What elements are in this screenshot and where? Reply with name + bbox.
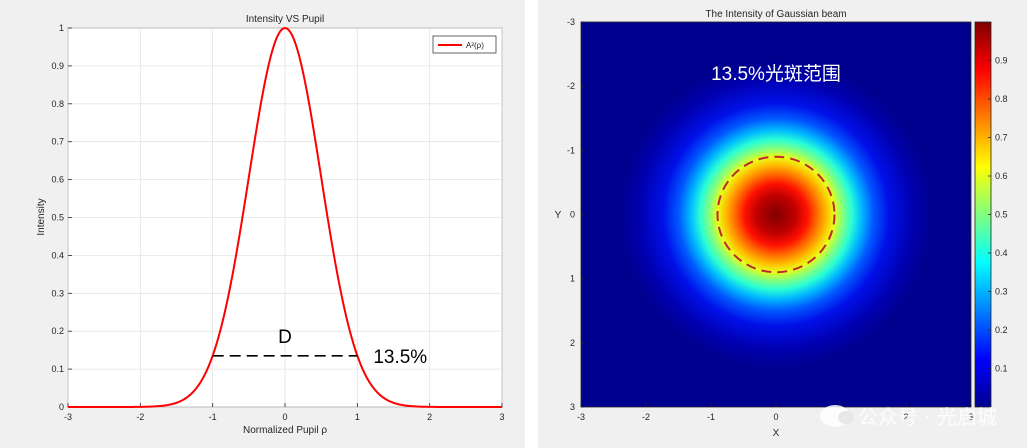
colorbar-tick-label: 0.1 [995, 364, 1008, 374]
y-tick-label: 0 [570, 210, 575, 220]
watermark-text: 公众号 · 光启城 [857, 405, 997, 429]
x-ticks: -3 -2 -1 0 1 2 3 [64, 403, 505, 422]
heatmap-image [581, 22, 971, 407]
y-tick-label: 0.9 [51, 61, 64, 71]
colorbar-tick-label: 0.5 [995, 210, 1008, 220]
colorbar-tick-label: 0.9 [995, 56, 1008, 66]
colorbar-tick-label: 0.6 [995, 171, 1008, 181]
colorbar-tick-label: 0.2 [995, 325, 1008, 335]
x-tick-label: 3 [499, 412, 504, 422]
colorbar-ticks: 0.1 0.2 0.3 0.4 0.5 0.6 0.7 0.8 0.9 [988, 56, 1008, 374]
y-tick-label: 1 [59, 23, 64, 33]
chart-title: The Intensity of Gaussian beam [705, 9, 846, 20]
width-label-d: D [278, 327, 292, 348]
wechat-icon [819, 404, 854, 427]
legend: A²(ρ) [432, 35, 497, 54]
y-axis-label: Y [555, 210, 562, 221]
heatmap-chart: -3 -2 -1 0 1 2 3 -3 -2 -1 0 1 2 3 13.5%光斑范围 The Inte… [555, 9, 1008, 439]
y-ticks: 0 0.1 0.2 0.3 0.4 0.5 0.6 0.7 0.8 0.9 1 [51, 23, 72, 412]
series-line-intensity [68, 26, 502, 408]
line-chart-panel: -3 -2 -1 0 1 2 3 0 0.1 0.2 0.3 0.4 0.5 0.6 0.7 0.8 0.9 1… [0, 0, 525, 448]
colorbar-tick-label: 0.7 [995, 133, 1008, 143]
colorbar-tick-label: 0.3 [995, 287, 1008, 297]
x-tick-label: -1 [707, 412, 715, 422]
spot-range-label: 13.5%光斑范围 [711, 63, 841, 85]
threshold-circle [716, 155, 836, 274]
colorbar-tick-label: 0.8 [995, 94, 1008, 104]
y-ticks: -3 -2 -1 0 1 2 3 [567, 17, 585, 412]
y-tick-label: 0.1 [51, 364, 64, 374]
colorbar-tick-label: 0.4 [995, 248, 1008, 258]
y-tick-label: -3 [567, 17, 575, 27]
x-tick-label: 1 [355, 412, 360, 422]
y-tick-label: 0.4 [51, 250, 64, 260]
x-tick-label: 2 [427, 412, 432, 422]
x-tick-label: -2 [642, 412, 650, 422]
y-axis-label: Intensity [36, 198, 47, 235]
y-tick-label: 0.7 [51, 137, 64, 147]
line-chart: -3 -2 -1 0 1 2 3 0 0.1 0.2 0.3 0.4 0.5 0.6 0.7 0.8 0.9 1… [36, 14, 505, 436]
x-tick-label: 3 [968, 412, 973, 422]
x-tick-label: 0 [773, 412, 778, 422]
x-axis-label: X [773, 428, 780, 439]
y-tick-label: 0.5 [51, 213, 64, 223]
x-tick-label: -3 [64, 412, 72, 422]
x-tick-label: -2 [136, 412, 144, 422]
y-tick-label: 1 [570, 274, 575, 284]
watermark: 公众号 · 光启城 [819, 401, 997, 430]
heatmap-panel: -3 -2 -1 0 1 2 3 -3 -2 -1 0 1 2 3 13.5%光斑范围 The Inte… [538, 0, 1027, 448]
legend-box [432, 35, 497, 54]
y-tick-label: 0 [59, 402, 64, 412]
x-tick-label: -3 [577, 412, 585, 422]
legend-entry: A²(ρ) [466, 41, 484, 50]
x-tick-label: 0 [282, 412, 287, 422]
y-tick-label: 2 [570, 338, 575, 348]
x-axis-label: Normalized Pupil ρ [243, 425, 327, 436]
y-tick-label: -2 [567, 81, 575, 91]
y-tick-label: 0.8 [51, 99, 64, 109]
y-tick-label: 3 [570, 402, 575, 412]
chart-title: Intensity VS Pupil [246, 14, 324, 25]
y-tick-label: -1 [567, 145, 575, 155]
x-tick-label: -1 [209, 412, 217, 422]
y-tick-label: 0.3 [51, 288, 64, 298]
y-tick-label: 0.6 [51, 175, 64, 185]
y-tick-label: 0.2 [51, 326, 64, 336]
level-label: 13.5% [373, 347, 427, 368]
x-tick-label: 2 [903, 412, 908, 422]
